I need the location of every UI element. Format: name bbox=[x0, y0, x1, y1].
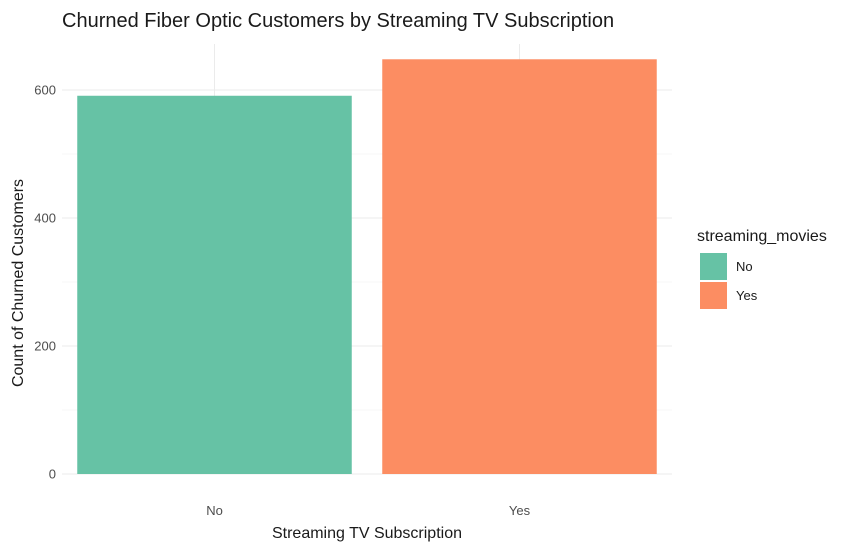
legend-label-no: No bbox=[736, 259, 753, 274]
bar-yes bbox=[382, 59, 657, 474]
y-axis-title: Count of Churned Customers bbox=[10, 179, 27, 387]
y-tick-label: 200 bbox=[34, 339, 56, 354]
bars bbox=[77, 59, 657, 474]
y-tick-label: 0 bbox=[49, 467, 56, 482]
chart-title: Churned Fiber Optic Customers by Streami… bbox=[62, 10, 614, 32]
x-tick-label: No bbox=[206, 503, 223, 518]
legend: streaming_movies No Yes bbox=[697, 228, 827, 309]
x-axis-ticks: No Yes bbox=[206, 503, 530, 518]
y-tick-label: 600 bbox=[34, 83, 56, 98]
legend-key-yes bbox=[700, 282, 727, 309]
x-axis-title: Streaming TV Subscription bbox=[272, 525, 462, 542]
legend-label-yes: Yes bbox=[736, 288, 758, 303]
legend-key-no bbox=[700, 253, 727, 280]
y-tick-label: 400 bbox=[34, 211, 56, 226]
legend-title: streaming_movies bbox=[697, 228, 827, 245]
bar-no bbox=[77, 95, 352, 474]
x-tick-label: Yes bbox=[509, 503, 531, 518]
y-axis-ticks: 0 200 400 600 bbox=[34, 83, 56, 482]
